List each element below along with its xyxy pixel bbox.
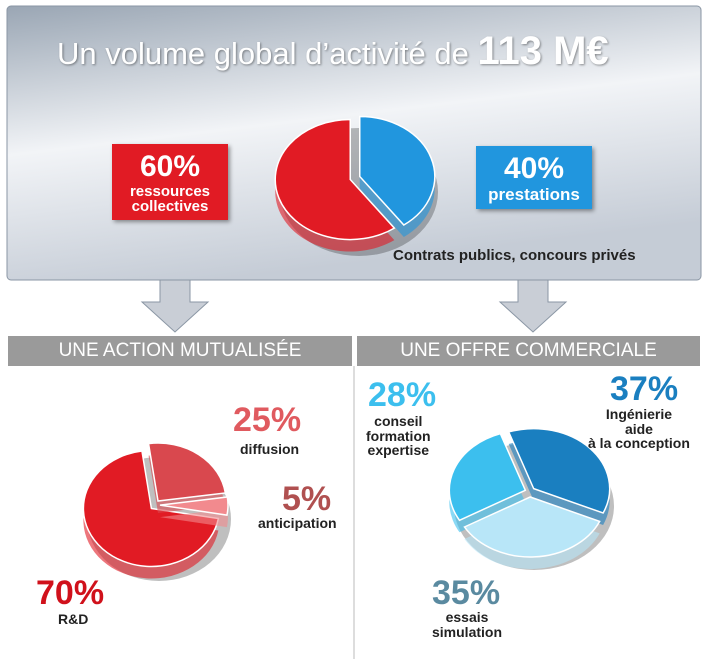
category-label: anticipation (258, 515, 337, 531)
pie-slice (448, 432, 527, 522)
percent-label: 40% (503, 152, 565, 185)
category-label: Ingénierie aide à la conception (588, 406, 690, 452)
percent-label: 25% (233, 401, 302, 439)
percent-label: 35% (432, 574, 501, 612)
percent-label: 28% (368, 376, 437, 414)
percent-label: 60% (139, 150, 201, 183)
percent-label: 70% (36, 574, 105, 612)
section-header: UNE OFFRE COMMERCIALE (357, 336, 700, 366)
arrow (498, 279, 568, 333)
category-label: essais simulation (432, 609, 503, 640)
pie-slice (82, 450, 220, 568)
category-label: conseil formation expertise (366, 413, 431, 459)
percent-label: 5% (282, 480, 332, 518)
pie-slice (159, 496, 229, 517)
pie-slice (274, 118, 396, 241)
category-label: ressources collectives (129, 183, 211, 215)
label-box: 60% ressources collectives (112, 144, 228, 220)
category-label: diffusion (240, 441, 300, 457)
amount: 113 M€ (477, 29, 609, 73)
pie-slice (507, 427, 611, 514)
percent-label: 37% (610, 370, 679, 408)
category-label: prestations (488, 185, 580, 204)
annotation: Contrats publics, concours privés (393, 247, 636, 264)
label-box: 40% prestations (476, 146, 592, 209)
header-title: Un volume global d’activité de 113 M€ (57, 30, 609, 72)
section-header: UNE ACTION MUTUALISÉE (8, 336, 352, 366)
arrow (140, 279, 210, 333)
pie-slice (359, 115, 436, 226)
pie-slice (147, 442, 227, 502)
pie-slice (463, 496, 601, 558)
title-text: Un volume global d’activité de (57, 36, 469, 71)
category-label: R&D (58, 611, 89, 627)
pie-side (159, 509, 228, 528)
